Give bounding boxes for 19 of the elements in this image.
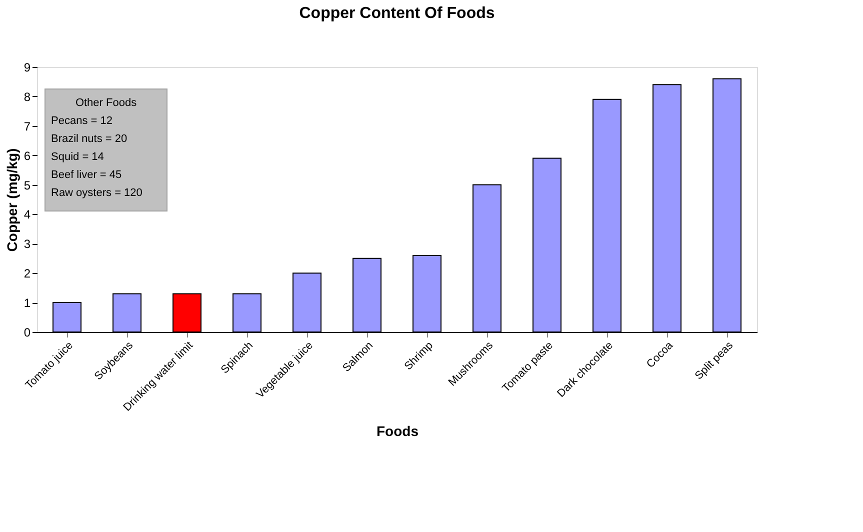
- y-tick-label: 1: [24, 296, 31, 310]
- y-tick-label: 4: [24, 208, 31, 222]
- y-tick-label: 5: [24, 178, 31, 192]
- y-axis-title: Copper (mg/kg): [4, 148, 20, 252]
- annotation: Pecans = 12: [51, 115, 112, 127]
- annotation: Other Foods: [75, 97, 138, 109]
- y-tick-label: 0: [24, 326, 31, 340]
- annotation: Brazil nuts = 20: [51, 133, 128, 145]
- y-tick-label: 3: [24, 237, 31, 252]
- y-tick-label: 6: [24, 148, 31, 163]
- y-tick-label: 7: [24, 119, 31, 134]
- y-tick-label: 9: [24, 60, 31, 74]
- x-axis-title: Foods: [376, 422, 419, 439]
- y-tick-label: 8: [24, 90, 31, 104]
- annotation: Squid = 14: [51, 151, 104, 163]
- chart-title: Copper Content Of Foods: [299, 5, 495, 22]
- y-tick-label: 2: [24, 266, 31, 281]
- annotation: Beef liver = 45: [51, 169, 122, 181]
- annotation: Raw oysters = 120: [51, 187, 142, 199]
